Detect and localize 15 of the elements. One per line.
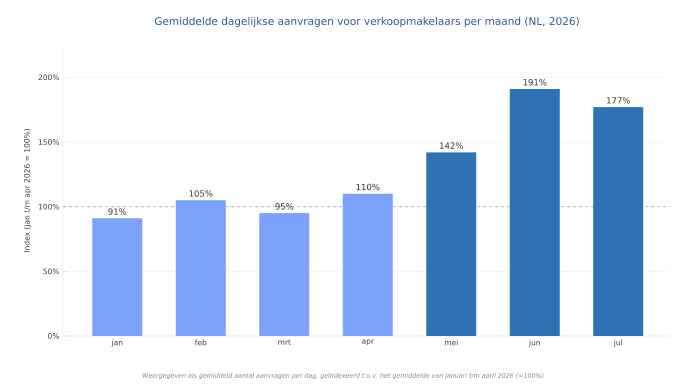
bar [342,194,393,336]
data-label: 142% [440,142,463,149]
bar [92,218,142,336]
data-label: 105% [190,190,212,197]
data-label: 191% [524,79,546,86]
data-label: 95% [275,203,294,210]
data-label: 91% [108,208,126,215]
bar [426,152,476,336]
bar [259,213,310,336]
bar [593,107,644,336]
bar [510,88,560,336]
chart-title: Gemiddelde dagelijkse aanvragen voor verkoopmakelaars per maand (NL, 2026) [154,16,579,28]
bar [176,200,226,336]
data-label: 110% [356,184,380,190]
data-label: 177% [607,97,630,104]
